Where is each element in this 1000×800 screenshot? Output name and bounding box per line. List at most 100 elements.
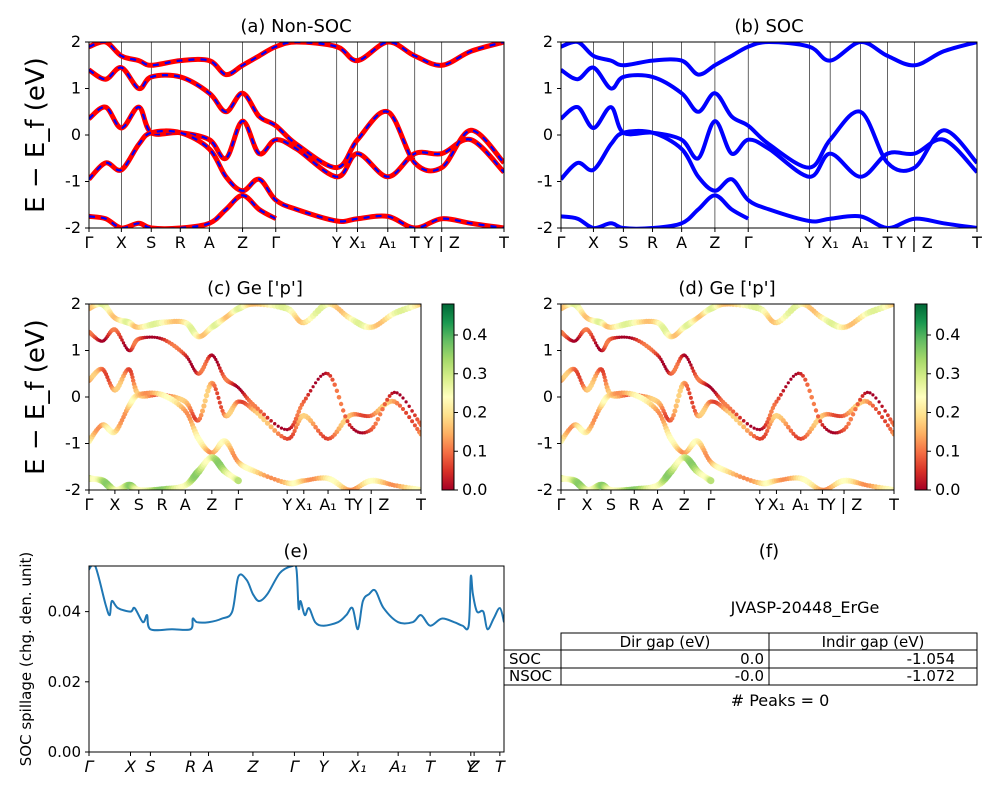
colorbar-tick-label: 0.1 (935, 441, 960, 460)
x-tick-label: Γ (557, 495, 566, 514)
colorbar-tick-label: 0.4 (935, 325, 960, 344)
projection-point (865, 390, 870, 394)
x-tick-label: T (425, 757, 436, 776)
projection-point (577, 375, 582, 380)
colorbar-tick-label: 0.2 (462, 403, 487, 422)
y-tick-label: -2 (65, 218, 81, 237)
projection-point (212, 383, 217, 388)
projection-point (105, 375, 110, 380)
projection-point (415, 417, 420, 422)
projection-point (789, 377, 793, 381)
y-tick-label: -2 (65, 480, 81, 499)
x-tick-label: T (415, 495, 426, 514)
projection-point (848, 417, 854, 422)
x-tick-label: Γ (85, 495, 94, 514)
projection-point (728, 406, 733, 411)
projection-point (883, 409, 887, 413)
projection-point (801, 374, 805, 378)
projection-point (291, 432, 296, 437)
y-tick-label: -2 (537, 218, 553, 237)
projection-point (745, 422, 749, 426)
x-tick-label: S (606, 495, 616, 514)
projection-point (395, 391, 399, 395)
projection-point (880, 404, 884, 408)
projection-point (214, 357, 218, 362)
x-tick-label: X₁ (349, 233, 366, 252)
projection-point (150, 335, 154, 339)
projection-point (738, 415, 742, 420)
x-tick-label: T (344, 495, 355, 514)
colorbar-c (441, 303, 455, 491)
panel-a-ylabel: E − E_f (eV) (21, 57, 51, 213)
projection-point (877, 400, 881, 404)
projection-point (863, 391, 867, 396)
x-tick-label: T (888, 495, 899, 514)
projection-point (268, 475, 274, 481)
x-tick-label: Γ (234, 495, 243, 514)
projection-point (755, 427, 759, 431)
x-tick-label: A (180, 495, 191, 514)
x-tick-label: R (156, 495, 167, 514)
table-header-dir-gap: Dir gap (eV) (620, 633, 711, 651)
projection-point (617, 335, 621, 339)
projection-point (891, 422, 894, 428)
projection-point (298, 405, 303, 411)
table-row-nsoc-label: NSOC (509, 667, 552, 685)
band-line (89, 192, 278, 228)
x-tick-label: R (185, 757, 196, 776)
projection-point (341, 408, 346, 413)
projection-point (676, 392, 682, 399)
projection-point (398, 393, 402, 397)
projection-point (397, 403, 403, 408)
x-tick-label: T (495, 757, 506, 776)
y-tick-label: -1 (537, 434, 553, 453)
projection-point (189, 362, 193, 366)
projection-point (690, 400, 695, 405)
x-tick-label: A₁ (319, 495, 336, 514)
projection-point (418, 304, 421, 307)
projection-point (276, 424, 280, 428)
projection-point (767, 413, 773, 418)
y-tick-label: -1 (537, 172, 553, 191)
projection-point (275, 431, 281, 437)
projection-point (303, 396, 308, 401)
x-tick-label: A (204, 233, 215, 252)
projection-point (807, 388, 812, 393)
projection-point (766, 425, 771, 430)
projection-point (868, 391, 872, 395)
y-tick-label: 2 (71, 294, 81, 313)
x-tick-label: X (109, 495, 120, 514)
projection-point (345, 419, 350, 424)
projection-point (620, 335, 624, 339)
x-tick-label: T (971, 233, 982, 252)
projection-point (765, 420, 770, 425)
projection-point (687, 391, 692, 396)
projection-point (595, 344, 599, 348)
y-tick-label: 2 (543, 32, 553, 51)
projection-point (769, 409, 774, 414)
projection-point (418, 422, 421, 428)
x-tick-label: A₁ (379, 233, 396, 252)
projection-point (791, 374, 796, 378)
x-tick-label: Z (679, 495, 690, 514)
panel-e-ylabel: SOC spillage (chg. den. unit) (17, 552, 35, 767)
peaks-count: # Peaks = 0 (731, 691, 830, 710)
x-tick-label: A₁ (852, 233, 869, 252)
projection-point (316, 377, 320, 381)
projection-point (186, 357, 191, 361)
projection-point (888, 417, 893, 422)
projection-point (296, 409, 302, 414)
projection-point (343, 414, 348, 419)
projection-point (672, 408, 678, 414)
x-tick-label: Z (468, 757, 481, 776)
projection-point (217, 400, 222, 405)
projection-point (788, 428, 794, 433)
projection-point (282, 427, 287, 431)
x-tick-label: A (202, 757, 214, 776)
x-tick-label: X (116, 233, 127, 252)
x-tick-label: Γ (290, 757, 300, 776)
x-tick-label: Y (319, 757, 330, 776)
projection-point (803, 377, 808, 382)
projection-point (870, 403, 876, 408)
